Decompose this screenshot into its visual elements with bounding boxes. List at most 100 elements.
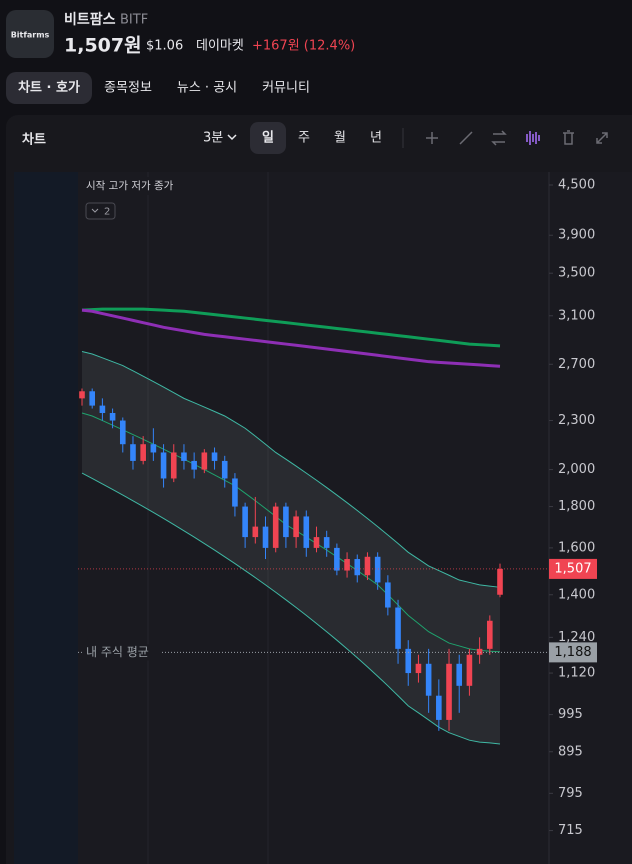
- avg-name-bg: [82, 644, 162, 661]
- y-tick-label: 3,500: [558, 266, 595, 281]
- candle-body: [170, 452, 177, 479]
- candle-body: [446, 663, 452, 720]
- y-tick-label: 1,800: [558, 499, 595, 514]
- price-label: 1,507: [554, 561, 591, 576]
- candle-body: [272, 506, 279, 548]
- logo-text: Bitfarms: [11, 31, 50, 40]
- band-middle: [81, 412, 501, 653]
- y-tick-label: 2,700: [558, 357, 595, 372]
- candle-body: [262, 526, 269, 548]
- candle-body: [313, 537, 320, 548]
- avg-label: 1,188: [554, 645, 591, 660]
- avg-name: 내 주식 평균: [86, 645, 149, 659]
- plot-area: [14, 172, 632, 864]
- candle-body: [405, 648, 412, 674]
- interval[interactable]: 3분: [203, 131, 223, 146]
- plot: [79, 307, 503, 745]
- tab[interactable]: 커뮤니티: [262, 81, 310, 96]
- candle-body: [160, 452, 167, 479]
- legend-bg: [84, 177, 188, 195]
- candle-body: [89, 391, 95, 406]
- y-tick-label: 995: [558, 707, 583, 722]
- stock-name: 비트팜스: [64, 11, 116, 28]
- candle-body: [283, 506, 289, 538]
- candle-body: [191, 460, 197, 470]
- add-icon[interactable]: [426, 132, 438, 144]
- candle-body: [211, 452, 218, 461]
- candle-body: [140, 444, 146, 461]
- y-tick-label: 795: [558, 786, 583, 801]
- expand-icon[interactable]: [596, 132, 608, 144]
- delete-icon[interactable]: [563, 130, 574, 145]
- card-title: 차트: [22, 132, 46, 148]
- tab[interactable]: 종목정보: [104, 81, 152, 96]
- active-period[interactable]: [250, 122, 286, 154]
- candle-body: [354, 559, 361, 576]
- candle-body: [415, 663, 422, 674]
- candle-body: [293, 516, 299, 538]
- candle-body: [130, 444, 136, 461]
- y-tick-label: 3,100: [558, 308, 595, 323]
- band-upper: [81, 351, 501, 588]
- candle-body: [109, 412, 116, 421]
- y-tick-label: 715: [558, 823, 583, 838]
- candle-body: [466, 654, 473, 686]
- candle-body: [242, 506, 248, 538]
- y-tick-label: 1,120: [558, 666, 595, 681]
- candle-body: [303, 516, 310, 548]
- price-label-bg: [549, 558, 597, 579]
- period[interactable]: 월: [334, 131, 346, 146]
- y-tick-label: 2,300: [558, 413, 595, 428]
- y-tick-label: 1,600: [558, 540, 595, 555]
- compare-icon[interactable]: [491, 130, 507, 146]
- candle-body: [497, 568, 503, 595]
- legend: 시작 고가 저가 종가: [86, 180, 174, 192]
- draw-icon[interactable]: [459, 131, 473, 145]
- candle-body: [476, 648, 483, 655]
- candle-body: [334, 547, 340, 571]
- left-strip: [14, 172, 78, 864]
- candle-body: [425, 663, 432, 696]
- candle-body: [181, 452, 187, 461]
- candle-body: [232, 478, 238, 507]
- ticker: BITF: [120, 13, 148, 28]
- toggle-chevron[interactable]: [91, 208, 99, 213]
- candle-body: [395, 607, 401, 649]
- moving-average: [81, 307, 501, 348]
- candle-body: [99, 405, 106, 413]
- indicator-count[interactable]: 2: [104, 207, 110, 218]
- candle-body: [436, 695, 442, 720]
- usd-price: $1.06: [146, 39, 183, 54]
- candle-body: [119, 420, 126, 445]
- change: +167원 (12.4%): [252, 39, 355, 54]
- active-tab[interactable]: [6, 72, 92, 104]
- logo: [6, 10, 54, 58]
- period[interactable]: 주: [298, 131, 310, 146]
- period[interactable]: 일: [262, 131, 274, 146]
- price: 1,507원: [64, 35, 142, 57]
- period[interactable]: 년: [370, 131, 382, 146]
- moving-average: [81, 308, 501, 368]
- candle-body: [79, 391, 85, 399]
- tab[interactable]: 뉴스 · 공시: [177, 81, 237, 96]
- indicator-toggle[interactable]: [85, 202, 116, 220]
- y-tick-label: 895: [558, 744, 583, 759]
- candle-body: [487, 620, 493, 649]
- candle-body: [374, 556, 381, 583]
- indicator-icon[interactable]: [526, 131, 540, 145]
- candle-body: [201, 452, 208, 470]
- candle-body: [221, 460, 228, 479]
- y-tick-label: 1,400: [558, 587, 595, 602]
- y-tick-label: 1,240: [558, 630, 595, 645]
- candle-body: [456, 663, 463, 686]
- y-tick-label: 2,000: [558, 462, 595, 477]
- chevron[interactable]: [227, 134, 237, 141]
- candle-body: [344, 559, 350, 571]
- tab[interactable]: 차트 · 호가: [18, 80, 80, 96]
- band-lower: [81, 472, 501, 745]
- candle-body: [385, 582, 391, 608]
- y-tick-label: 3,900: [558, 228, 595, 243]
- candle-body: [150, 444, 157, 453]
